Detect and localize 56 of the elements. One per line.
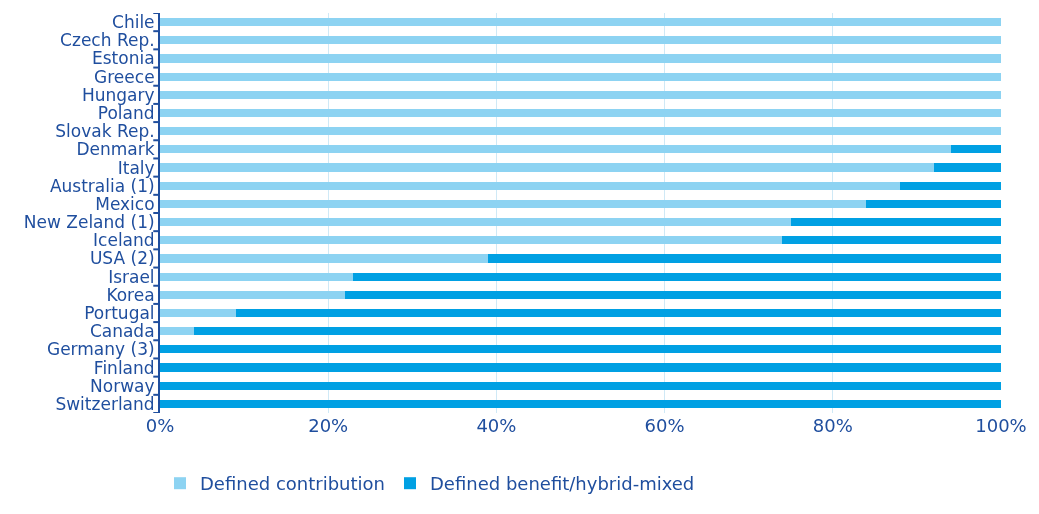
bar	[160, 18, 1001, 27]
bar	[160, 363, 1001, 372]
y-tick-label: New Zeland (1)	[23, 212, 155, 233]
bar	[160, 381, 1001, 390]
bar	[345, 290, 1001, 299]
bar	[866, 199, 1001, 208]
bar	[160, 236, 783, 245]
bar	[193, 327, 1001, 336]
bar	[160, 36, 1001, 45]
y-tick-label: Greece	[94, 66, 155, 87]
bar	[900, 181, 1001, 190]
x-tick-label: 40%	[476, 415, 517, 436]
bar	[160, 145, 951, 154]
y-tick-label: Mexico	[95, 193, 155, 214]
bar	[160, 127, 1001, 136]
bar	[160, 272, 354, 281]
bar	[160, 108, 1001, 118]
bar	[160, 90, 1001, 99]
y-tick-label: Chile	[112, 12, 155, 33]
bar	[160, 218, 791, 227]
bar	[160, 54, 1001, 63]
x-tick-label: 60%	[644, 415, 685, 436]
y-tick-label: Germany (3)	[46, 339, 155, 360]
y-tick-label: Italy	[117, 157, 155, 178]
bar	[782, 236, 1001, 245]
bar	[950, 145, 1001, 154]
bar	[933, 163, 1001, 172]
y-tick-label: Korea	[106, 284, 155, 305]
bar	[160, 345, 1001, 354]
bar	[487, 254, 1001, 263]
bar	[160, 181, 901, 190]
bar	[160, 290, 346, 299]
bar	[790, 218, 1001, 227]
bar	[235, 308, 1001, 318]
y-tick-label: Czech Rep.	[60, 30, 155, 51]
y-tick-label: USA (2)	[89, 248, 155, 269]
y-tick-label: Hungary	[82, 84, 155, 105]
bar	[160, 72, 1001, 81]
bar	[353, 272, 1001, 281]
x-tick-label: 20%	[308, 415, 349, 436]
x-tick-label: 0%	[145, 415, 175, 436]
bar	[160, 199, 867, 208]
bar	[160, 327, 194, 336]
x-tick-label: 100%	[975, 415, 1027, 436]
legend-label: Defined benefit/hybrid-mixed	[430, 473, 695, 495]
y-tick-label: Israel	[108, 266, 155, 287]
bar	[160, 163, 934, 172]
x-tick-label: 80%	[812, 415, 853, 436]
bar	[160, 399, 1001, 408]
y-tick-label: Norway	[90, 375, 155, 396]
y-tick-label: Iceland	[93, 230, 155, 251]
y-tick-label: Slovak Rep.	[55, 121, 155, 142]
bar	[160, 254, 488, 263]
y-tick-label: Portugal	[84, 302, 155, 323]
legend-label: Defined contribution	[200, 473, 385, 495]
bar	[160, 308, 236, 318]
